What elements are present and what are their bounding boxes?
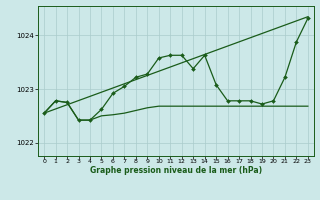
X-axis label: Graphe pression niveau de la mer (hPa): Graphe pression niveau de la mer (hPa) — [90, 166, 262, 175]
